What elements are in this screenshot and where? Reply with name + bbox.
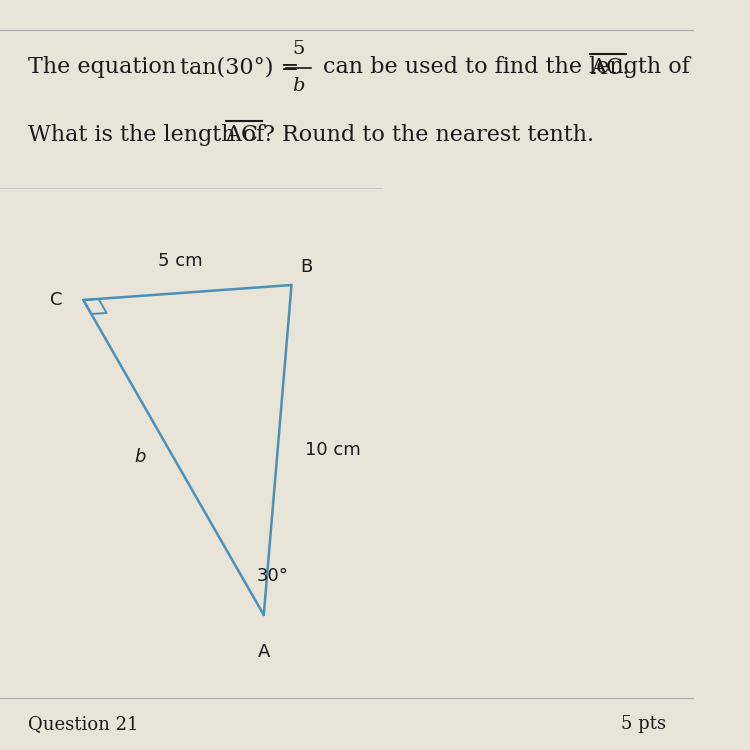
Text: AC.: AC. [590,56,629,79]
Text: 30°: 30° [256,567,289,585]
Text: Question 21: Question 21 [28,715,138,733]
Text: The equation: The equation [28,56,176,79]
Text: C: C [50,291,62,309]
Text: 5: 5 [292,40,304,58]
Text: A: A [257,644,270,662]
Text: B: B [300,258,313,276]
Text: b: b [292,77,304,95]
Text: AC: AC [226,124,259,146]
Text: can be used to find the length of: can be used to find the length of [322,56,690,79]
Text: b: b [134,448,146,466]
Text: 5 cm: 5 cm [158,252,203,270]
Text: 5 pts: 5 pts [621,715,666,733]
Text: tan(30°) =: tan(30°) = [181,56,300,79]
Text: What is the length of: What is the length of [28,124,264,146]
Text: 10 cm: 10 cm [305,441,362,459]
Text: ? Round to the nearest tenth.: ? Round to the nearest tenth. [263,124,594,146]
